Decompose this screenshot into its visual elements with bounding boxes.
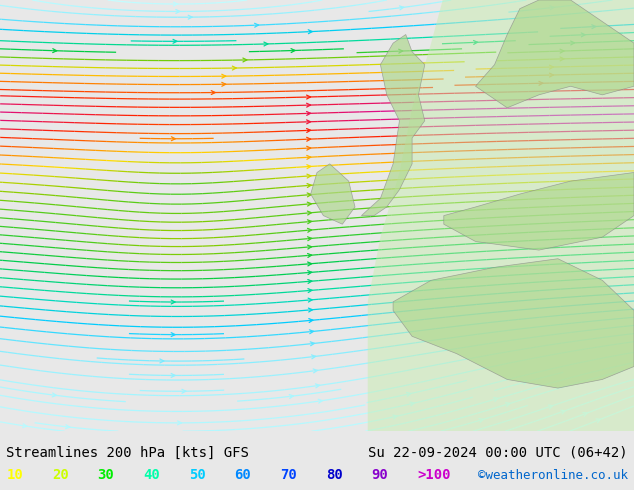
FancyArrowPatch shape	[494, 397, 498, 401]
FancyArrowPatch shape	[307, 202, 311, 206]
Polygon shape	[444, 172, 634, 250]
FancyArrowPatch shape	[571, 41, 574, 45]
FancyArrowPatch shape	[309, 330, 313, 334]
Text: 50: 50	[189, 468, 205, 482]
FancyArrowPatch shape	[307, 184, 311, 188]
FancyArrowPatch shape	[592, 25, 596, 28]
FancyArrowPatch shape	[307, 279, 312, 283]
FancyArrowPatch shape	[171, 137, 175, 141]
FancyArrowPatch shape	[539, 81, 543, 85]
FancyArrowPatch shape	[307, 228, 311, 232]
Text: 30: 30	[98, 468, 114, 482]
FancyArrowPatch shape	[243, 58, 247, 62]
FancyArrowPatch shape	[313, 369, 317, 373]
Text: 70: 70	[280, 468, 297, 482]
FancyArrowPatch shape	[581, 33, 585, 37]
Text: 60: 60	[235, 468, 251, 482]
FancyArrowPatch shape	[222, 82, 226, 86]
FancyArrowPatch shape	[211, 91, 215, 95]
Polygon shape	[311, 164, 355, 224]
FancyArrowPatch shape	[310, 342, 314, 346]
FancyArrowPatch shape	[222, 74, 226, 78]
FancyArrowPatch shape	[550, 73, 553, 77]
Text: 90: 90	[372, 468, 388, 482]
FancyArrowPatch shape	[479, 418, 483, 422]
FancyArrowPatch shape	[307, 95, 311, 99]
FancyArrowPatch shape	[596, 419, 600, 422]
FancyArrowPatch shape	[23, 424, 27, 428]
FancyArrowPatch shape	[171, 333, 175, 337]
FancyArrowPatch shape	[309, 318, 313, 322]
Text: Su 22-09-2024 00:00 UTC (06+42): Su 22-09-2024 00:00 UTC (06+42)	[368, 446, 628, 460]
FancyArrowPatch shape	[307, 253, 312, 257]
FancyArrowPatch shape	[410, 402, 414, 406]
FancyArrowPatch shape	[171, 373, 175, 377]
FancyArrowPatch shape	[171, 300, 175, 304]
FancyArrowPatch shape	[160, 359, 164, 363]
FancyArrowPatch shape	[182, 390, 186, 393]
FancyArrowPatch shape	[307, 211, 311, 215]
FancyArrowPatch shape	[393, 415, 397, 419]
FancyArrowPatch shape	[173, 39, 177, 43]
FancyArrowPatch shape	[307, 245, 311, 249]
FancyArrowPatch shape	[399, 49, 403, 53]
FancyArrowPatch shape	[308, 289, 312, 293]
FancyArrowPatch shape	[560, 57, 564, 61]
Polygon shape	[368, 0, 634, 431]
FancyArrowPatch shape	[406, 392, 411, 396]
FancyArrowPatch shape	[53, 49, 56, 52]
FancyArrowPatch shape	[307, 155, 311, 159]
FancyArrowPatch shape	[307, 174, 311, 178]
FancyArrowPatch shape	[232, 66, 236, 70]
FancyArrowPatch shape	[307, 220, 311, 224]
FancyArrowPatch shape	[178, 421, 181, 425]
FancyArrowPatch shape	[399, 6, 404, 10]
FancyArrowPatch shape	[255, 24, 259, 27]
FancyArrowPatch shape	[291, 49, 295, 52]
Text: ©weatheronline.co.uk: ©weatheronline.co.uk	[477, 469, 628, 482]
Text: 80: 80	[326, 468, 342, 482]
FancyArrowPatch shape	[307, 103, 311, 107]
FancyArrowPatch shape	[307, 112, 311, 115]
FancyArrowPatch shape	[264, 42, 268, 46]
FancyArrowPatch shape	[307, 270, 312, 274]
FancyArrowPatch shape	[561, 410, 565, 414]
FancyArrowPatch shape	[550, 6, 554, 10]
FancyArrowPatch shape	[307, 137, 311, 141]
FancyArrowPatch shape	[308, 298, 312, 302]
FancyArrowPatch shape	[307, 146, 311, 150]
FancyArrowPatch shape	[174, 2, 178, 6]
FancyArrowPatch shape	[52, 393, 56, 397]
FancyArrowPatch shape	[65, 425, 70, 429]
Text: >100: >100	[417, 468, 451, 482]
FancyArrowPatch shape	[316, 384, 320, 388]
Text: Streamlines 200 hPa [kts] GFS: Streamlines 200 hPa [kts] GFS	[6, 446, 249, 460]
FancyArrowPatch shape	[318, 399, 322, 403]
FancyArrowPatch shape	[307, 262, 312, 266]
Polygon shape	[393, 259, 634, 388]
Polygon shape	[361, 34, 425, 216]
FancyArrowPatch shape	[307, 128, 311, 132]
Text: 10: 10	[6, 468, 23, 482]
FancyArrowPatch shape	[560, 49, 564, 53]
FancyArrowPatch shape	[583, 413, 587, 416]
FancyArrowPatch shape	[550, 65, 553, 69]
FancyArrowPatch shape	[176, 9, 180, 13]
FancyArrowPatch shape	[307, 165, 311, 169]
FancyArrowPatch shape	[548, 405, 553, 409]
FancyArrowPatch shape	[307, 193, 311, 197]
FancyArrowPatch shape	[308, 30, 312, 34]
FancyArrowPatch shape	[289, 394, 294, 398]
Text: 20: 20	[52, 468, 68, 482]
FancyArrowPatch shape	[307, 237, 311, 241]
FancyArrowPatch shape	[307, 120, 311, 124]
FancyArrowPatch shape	[474, 41, 477, 45]
FancyArrowPatch shape	[188, 15, 192, 19]
FancyArrowPatch shape	[505, 403, 510, 406]
FancyArrowPatch shape	[308, 308, 313, 312]
FancyArrowPatch shape	[311, 355, 316, 359]
FancyArrowPatch shape	[523, 381, 527, 385]
Text: 40: 40	[143, 468, 160, 482]
Polygon shape	[476, 0, 634, 108]
